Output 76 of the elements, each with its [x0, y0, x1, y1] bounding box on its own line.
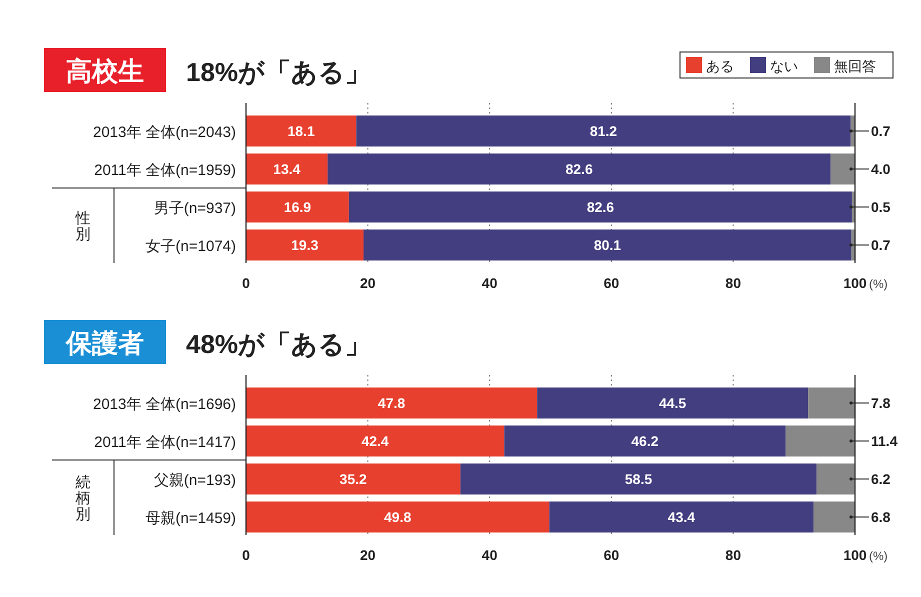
y-tick-label: 2013年 全体(n=1696) — [93, 396, 236, 413]
data-label: 43.4 — [668, 509, 696, 525]
data-label: 13.4 — [273, 161, 301, 177]
data-label: 4.0 — [871, 161, 891, 177]
bar — [246, 230, 364, 260]
legend-label: 無回答 — [834, 58, 876, 74]
x-tick-label: 20 — [360, 275, 376, 291]
data-label: 35.2 — [340, 471, 368, 487]
bar — [549, 502, 814, 532]
bar — [246, 464, 460, 494]
data-label: 6.2 — [871, 471, 891, 487]
bar — [814, 502, 855, 532]
data-label: 11.4 — [871, 433, 898, 449]
data-label: 47.8 — [378, 395, 406, 411]
x-tick-label: 100 — [843, 547, 867, 563]
x-tick-label: 40 — [482, 547, 498, 563]
text: 性別 — [74, 210, 90, 243]
y-tick-label: 女子(n=1074) — [146, 238, 236, 255]
bar — [786, 426, 855, 456]
legend-label: ある — [706, 58, 734, 74]
bar — [356, 116, 851, 146]
data-label: 19.3 — [291, 237, 319, 253]
bar — [246, 116, 356, 146]
x-tick-label: 0 — [242, 547, 250, 563]
data-label: 18.1 — [287, 123, 315, 139]
y-tick-label: 父親(n=193) — [154, 472, 236, 489]
x-axis-title: (%) — [869, 549, 888, 563]
legend-label: ない — [770, 58, 798, 74]
chart-subtitle: 48%が「ある」 — [186, 329, 372, 359]
x-tick-label: 80 — [725, 547, 742, 563]
bar — [328, 154, 831, 184]
data-label: 0.5 — [871, 199, 891, 215]
bar — [246, 426, 504, 456]
bar — [246, 502, 550, 532]
bar — [808, 388, 856, 418]
y-tick-label: 男子(n=937) — [154, 200, 236, 217]
data-label: 82.6 — [586, 199, 614, 215]
data-label: 7.8 — [871, 395, 891, 411]
y-tick-label: 母親(n=1459) — [146, 510, 236, 527]
x-tick-label: 40 — [482, 275, 498, 291]
data-label: 0.7 — [871, 123, 891, 139]
chart-subtitle: 18%が「ある」 — [186, 57, 372, 87]
data-label: 0.7 — [871, 237, 891, 253]
bar — [816, 464, 854, 494]
y-tick-label: 2011年 全体(n=1417) — [94, 434, 236, 451]
data-label: 42.4 — [361, 433, 389, 449]
bar — [460, 464, 817, 494]
bar — [348, 192, 852, 222]
bar — [246, 388, 538, 418]
x-tick-label: 0 — [242, 275, 250, 291]
data-label: 44.5 — [658, 395, 686, 411]
bar — [504, 426, 786, 456]
data-label: 81.2 — [590, 123, 618, 139]
text: 続柄別 — [74, 474, 90, 523]
x-tick-label: 60 — [604, 275, 620, 291]
chart-title: 保護者 — [65, 328, 144, 358]
x-tick-label: 100 — [843, 275, 867, 291]
bar — [537, 388, 808, 418]
bar — [246, 154, 328, 184]
chart-title: 高校生 — [66, 56, 144, 86]
x-tick-label: 60 — [604, 547, 620, 563]
x-tick-label: 20 — [360, 547, 376, 563]
data-label: 49.8 — [384, 509, 412, 525]
y-tick-label: 2011年 全体(n=1959) — [94, 162, 236, 179]
y-tick-label: 2013年 全体(n=2043) — [93, 124, 236, 141]
bar — [830, 154, 855, 184]
data-label: 6.8 — [871, 509, 891, 525]
data-label: 16.9 — [284, 199, 312, 215]
x-axis-title: (%) — [869, 277, 888, 291]
bar — [246, 192, 349, 222]
x-tick-label: 80 — [725, 275, 742, 291]
data-label: 58.5 — [624, 471, 652, 487]
data-label: 80.1 — [594, 237, 622, 253]
bar — [364, 230, 852, 260]
data-label: 82.6 — [566, 161, 593, 177]
data-label: 46.2 — [631, 433, 659, 449]
